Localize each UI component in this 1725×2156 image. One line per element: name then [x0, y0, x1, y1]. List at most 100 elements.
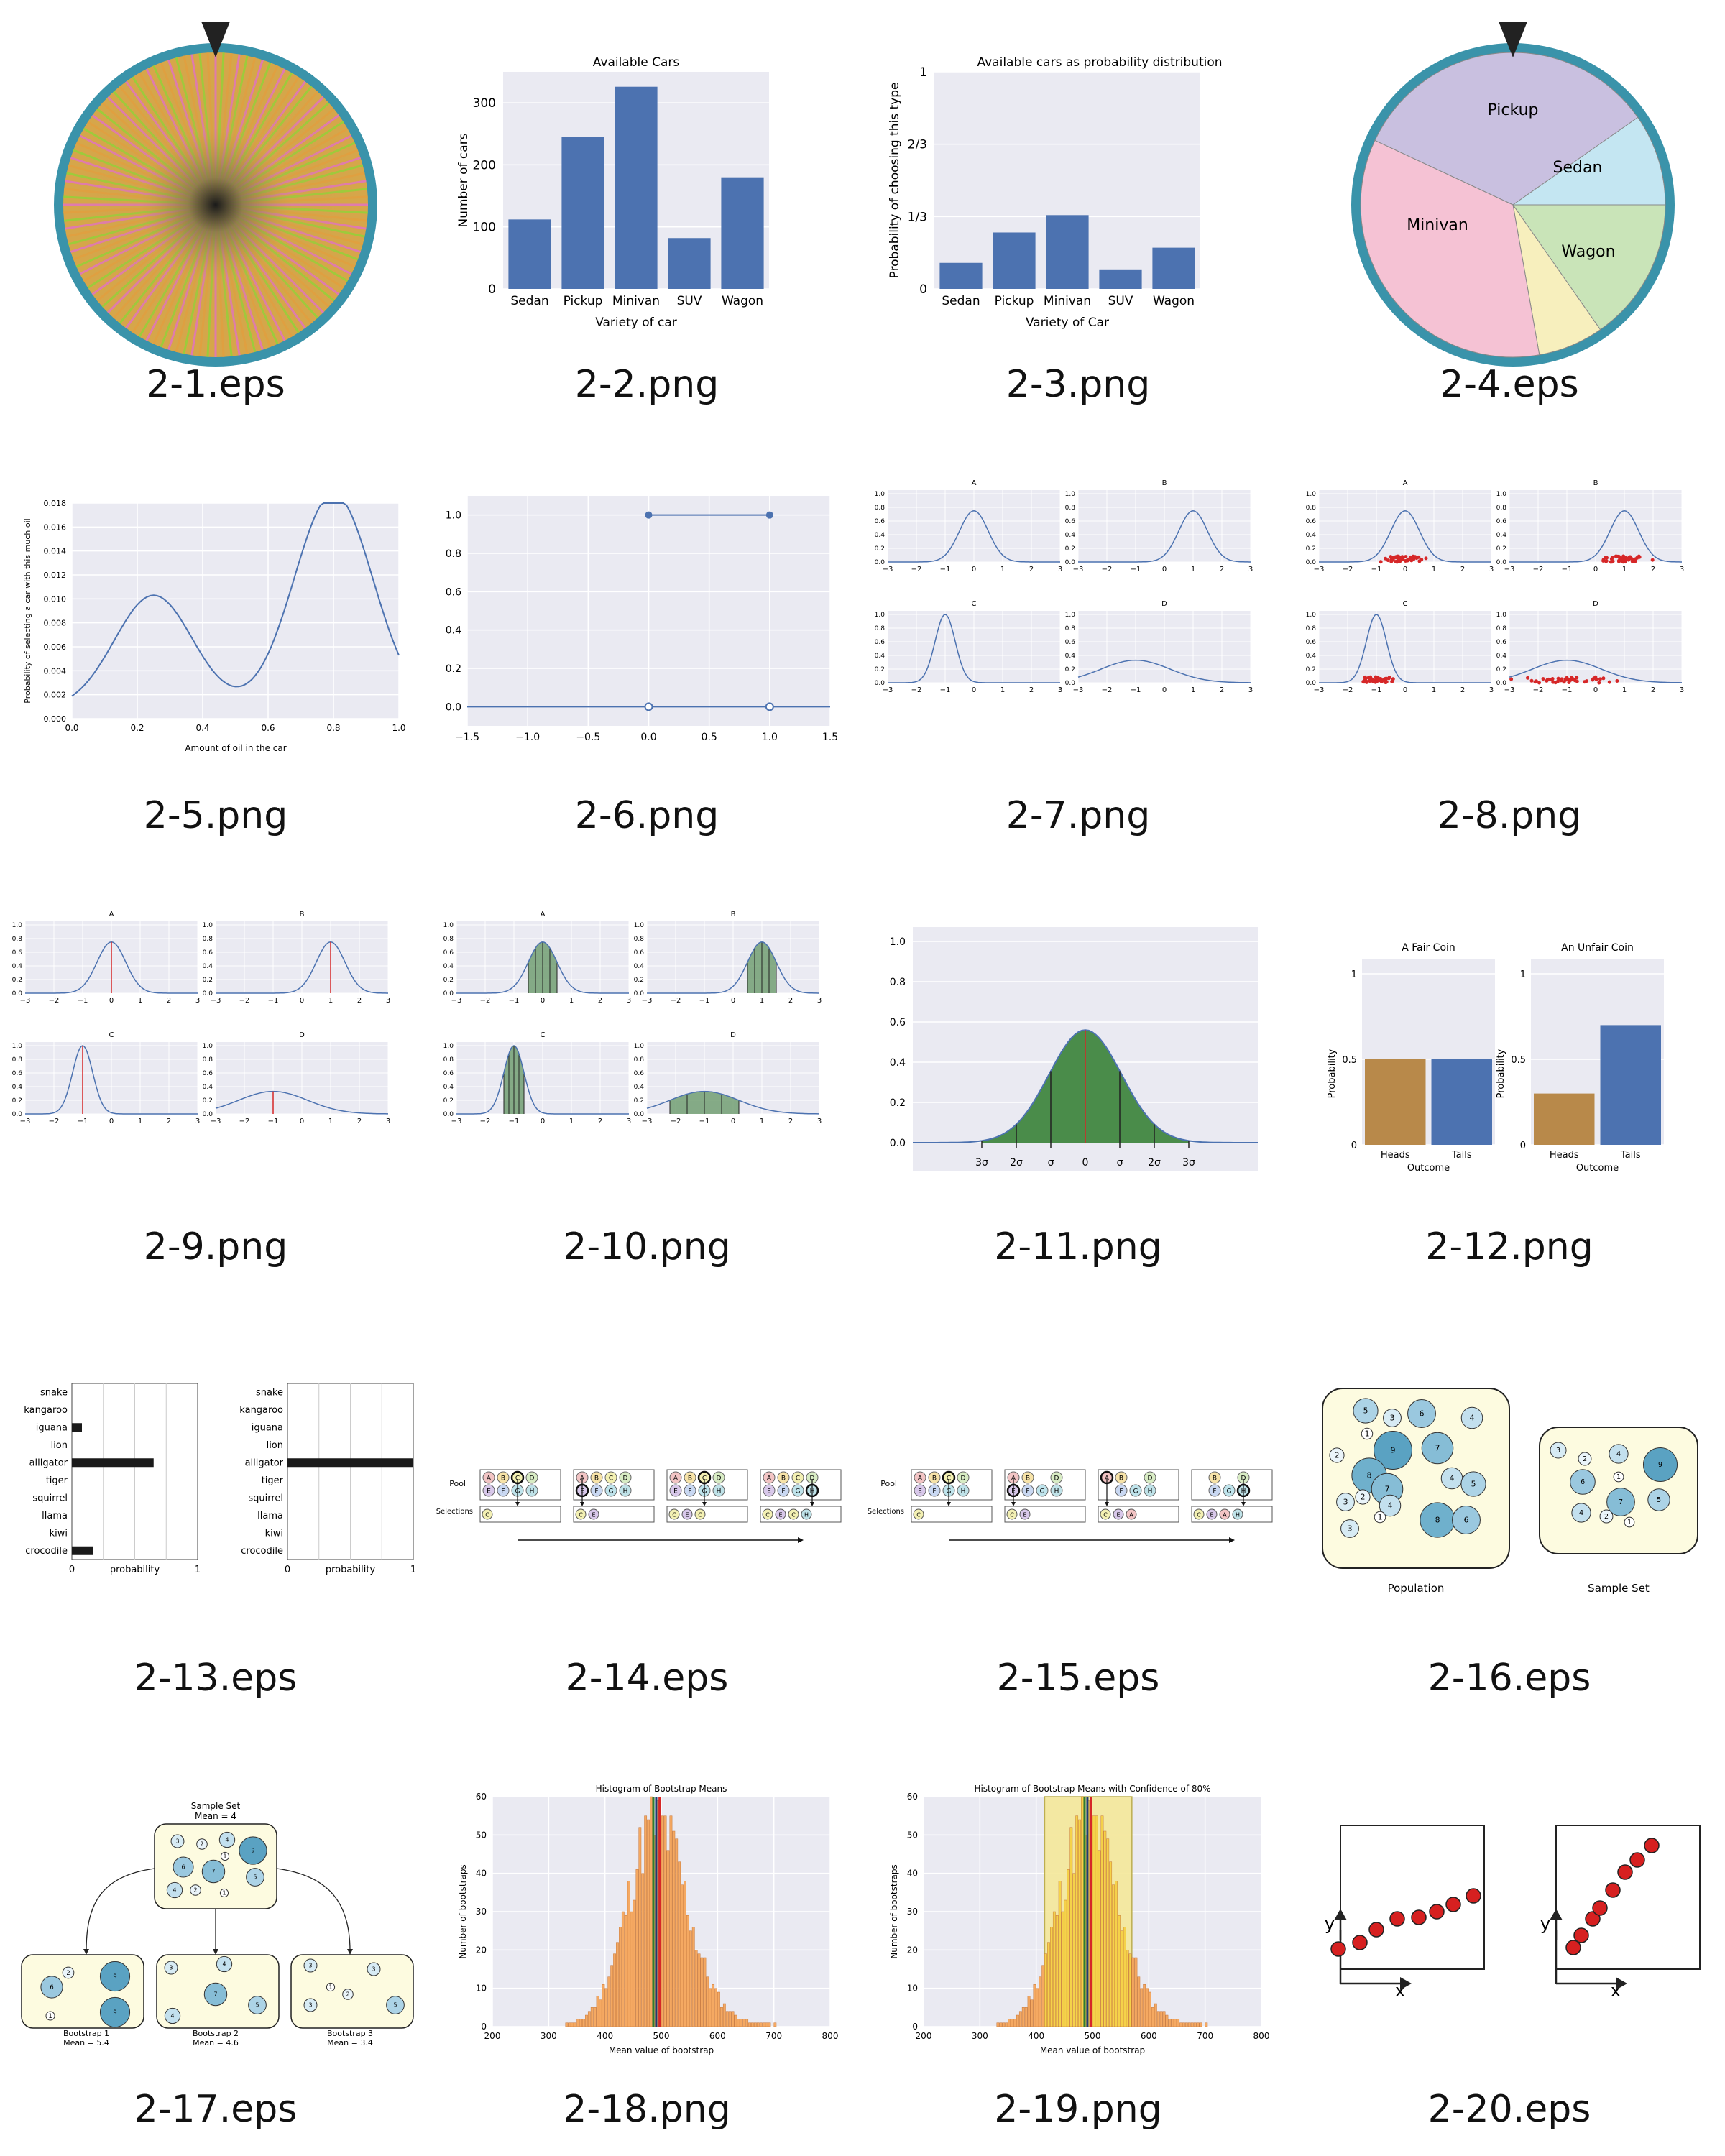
y-tick-label: 1.0: [443, 1043, 454, 1050]
y-tick-label: 0.4: [12, 963, 23, 970]
y-tick-label: 0.2: [890, 1097, 906, 1109]
arrow-head: [83, 1949, 89, 1955]
y-tick-label: 0.6: [1496, 639, 1507, 646]
pool-ball-letter: D: [961, 1475, 966, 1483]
bar-heads: [1365, 1059, 1426, 1145]
x-tick-label: 0: [1403, 566, 1407, 573]
selected-ball: [1006, 1508, 1018, 1520]
histogram-bin: [748, 2022, 751, 2027]
category-label: kiwi: [265, 1528, 283, 1539]
sample-point: [1592, 676, 1596, 681]
sample-point: [1585, 679, 1588, 683]
histogram-bin: [720, 2007, 723, 2027]
panel-title: C: [972, 600, 977, 608]
histogram-bin: [686, 1915, 689, 2027]
value-bubble: [219, 1888, 229, 1898]
pool-ball-letter: G: [1227, 1488, 1232, 1496]
x-tick-label: 0: [1162, 686, 1167, 694]
sample-set-title: Sample Set: [191, 1801, 241, 1811]
value-bubble: [1613, 1471, 1624, 1483]
value-bubble: [172, 1856, 194, 1878]
histogram-bin: [641, 1873, 645, 2027]
x-tick-label: 2: [1651, 686, 1655, 694]
x-tick-label: 2: [357, 997, 362, 1005]
y-tick-label: 0.010: [44, 594, 67, 604]
y-tick-label: 0.4: [634, 963, 645, 970]
category-label: squirrel: [32, 1493, 68, 1503]
histogram-bin: [712, 1984, 715, 2027]
selected-ball: [762, 1508, 773, 1520]
selected-ball-letter: C: [916, 1512, 921, 1519]
four-normal-panels-mean: A−3 −2 −1 0 1 2 30.00.20.40.60.81.0B−3 −2 −1 0 1 2 3…: [12, 911, 391, 1125]
figure-2-3: Available cars as probability distributi…: [862, 0, 1294, 431]
x-tick-label: 200: [484, 2031, 501, 2041]
value-bubble: [342, 1989, 354, 2000]
caption: 2-4.eps: [1440, 363, 1579, 406]
histogram-bin: [574, 2022, 577, 2027]
y-tick-label: 0.6: [443, 1070, 454, 1077]
pool-ball-letter: G: [796, 1488, 801, 1496]
panel-a: A −3 −2 −1 0 1 2 3 0.0 0.2 0.4 0.6 0.8 1.0: [1306, 479, 1494, 573]
sample-point: [1384, 676, 1389, 681]
pool-ball-a: [482, 1471, 495, 1484]
x-tick-label: 3: [1489, 686, 1494, 694]
figure-2-20: x y x y 2-20.eps: [1294, 1725, 1725, 2156]
panel-title: B: [1162, 479, 1167, 487]
selected-ball: [1019, 1508, 1031, 1520]
y-tick-label: 0.6: [1065, 639, 1076, 646]
histogram-bin: [996, 2022, 1000, 2027]
y-tick-label: 0.4: [203, 1084, 213, 1091]
pool-ball-letter: F: [1119, 1488, 1123, 1496]
y-tick-label: 0.4: [890, 1057, 906, 1069]
category-label: alligator: [29, 1457, 68, 1468]
histogram-bin: [565, 2022, 569, 2027]
panel-title: D: [1162, 600, 1167, 608]
sample-point: [1614, 554, 1619, 558]
sample-point: [1406, 558, 1409, 562]
bubble-value: 6: [1581, 1478, 1585, 1486]
value-bubble: [170, 1834, 185, 1848]
x-tick-label: 1: [195, 1565, 201, 1575]
selected-ball: [1219, 1508, 1230, 1520]
density-line: [1078, 510, 1251, 563]
histogram-bin: [1078, 1819, 1081, 2027]
selected-ball-letter: C: [1197, 1512, 1201, 1519]
y-tick-label: 20: [476, 1945, 487, 1955]
scatter-point: [1429, 1904, 1445, 1920]
value-bubble: [196, 1838, 208, 1850]
y-tick-label: 60: [476, 1792, 487, 1802]
selected-ball-letter: E: [1023, 1512, 1026, 1519]
value-bubble: [99, 1996, 131, 2028]
histogram-bin: [1106, 1838, 1110, 2027]
y-tick-label: 0.2: [875, 666, 885, 673]
x-tick-label: 0: [1162, 566, 1167, 573]
x-tick-label: 0.6: [261, 723, 275, 733]
bar-minivan: [615, 86, 658, 290]
histogram-bin: [1030, 1999, 1034, 2027]
four-normal-panels-shaded: A−3 −2 −1 0 1 2 30.00.20.40.60.81.0B−3 −2 −1 0 1 2 3…: [443, 911, 822, 1125]
y-tick-label: 1: [919, 65, 927, 80]
y-tick-label: 0.6: [203, 1070, 213, 1077]
panel-title: D: [299, 1031, 305, 1039]
histogram-bin: [602, 1984, 605, 2027]
histogram-bin: [694, 1950, 698, 2027]
histogram-bin: [1041, 1965, 1045, 2027]
pool-ball-letter: B: [1026, 1475, 1030, 1483]
y-tick-label: 0.6: [1306, 639, 1317, 646]
x-axis-arrow: [1400, 1977, 1412, 1990]
bubble-value: 1: [1365, 1429, 1370, 1439]
bubble-value: 3: [170, 1965, 173, 1971]
x-tick-label: −2: [239, 1118, 250, 1125]
bubble-value: 9: [113, 2009, 116, 2016]
pool-ball-h: [525, 1484, 538, 1497]
step-2: ABCDEFGHCE: [573, 1469, 655, 1523]
histogram-bin: [1143, 1984, 1146, 2027]
y-tick-label: 0.4: [12, 1084, 23, 1091]
category-label: iguana: [252, 1422, 283, 1433]
x-tick-label: −2: [1533, 686, 1544, 694]
pool-ball-f: [1115, 1484, 1128, 1497]
y-axis-label: Number of bootstraps: [889, 1864, 899, 1959]
pool-ball-e: [482, 1484, 495, 1497]
bar-tails: [1431, 1059, 1492, 1145]
scatter-point: [1629, 1852, 1645, 1868]
